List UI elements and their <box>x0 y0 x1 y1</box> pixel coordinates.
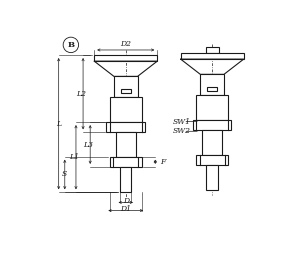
Bar <box>206 165 218 190</box>
Text: L1: L1 <box>69 153 79 161</box>
Bar <box>206 47 219 53</box>
Bar <box>196 155 228 165</box>
Bar <box>200 74 224 95</box>
Bar <box>107 122 145 132</box>
Bar <box>120 167 132 192</box>
Text: SW1: SW1 <box>173 117 191 125</box>
Bar <box>193 120 231 130</box>
Text: F: F <box>160 158 165 166</box>
Bar <box>207 87 217 91</box>
Text: L: L <box>56 120 61 128</box>
Bar <box>181 53 244 59</box>
Text: D1: D1 <box>120 205 131 213</box>
Bar <box>121 89 131 93</box>
Bar <box>196 95 228 120</box>
Text: D: D <box>123 197 129 205</box>
Text: S: S <box>62 171 68 178</box>
Text: L2: L2 <box>76 90 86 98</box>
Bar <box>116 132 136 157</box>
Text: B: B <box>67 41 74 49</box>
Text: D2: D2 <box>120 40 131 48</box>
Bar <box>110 157 142 167</box>
Text: L3: L3 <box>83 140 93 149</box>
Bar <box>202 130 222 155</box>
Bar <box>94 55 157 61</box>
Text: SW2: SW2 <box>173 127 191 135</box>
Bar <box>114 76 138 97</box>
Bar <box>110 97 142 122</box>
